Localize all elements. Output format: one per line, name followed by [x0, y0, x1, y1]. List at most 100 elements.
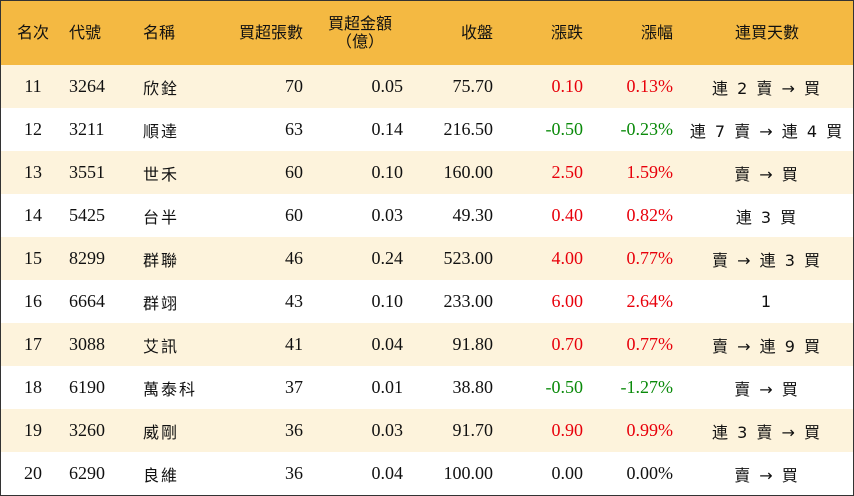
header-change: 漲跌 [550, 23, 583, 42]
cell-close: 233.00 [443, 291, 494, 311]
cell-name: 順達 [143, 121, 180, 141]
cell-net-buy-lots: 36 [285, 420, 303, 440]
cell-name: 良維 [143, 465, 180, 485]
cell-code: 8299 [69, 248, 105, 268]
header-net-buy-amount: 買超金額 （億） [317, 1, 403, 65]
cell-rank: 11 [24, 76, 42, 96]
cell-net-buy-amount: 0.24 [371, 248, 404, 268]
cell-change: 0.90 [551, 420, 584, 440]
cell-change-pct: -0.23% [620, 119, 674, 139]
cell-close: 91.70 [452, 420, 494, 440]
cell-name: 威剛 [143, 422, 180, 442]
cell-consecutive-buy-days: 賣 → 買 [734, 379, 800, 399]
table-row: 20 6290 良維 36 0.04 100.00 0.00 0.00% 賣 → 買 [1, 452, 853, 495]
cell-change: 4.00 [551, 248, 584, 268]
cell-consecutive-buy-days: 1 [760, 292, 774, 311]
cell-net-buy-lots: 46 [285, 248, 303, 268]
cell-code: 3551 [69, 162, 105, 182]
cell-name: 台半 [143, 207, 180, 227]
cell-net-buy-amount: 0.14 [371, 119, 404, 139]
cell-rank: 14 [24, 205, 42, 225]
header-close: 收盤 [460, 23, 493, 42]
cell-code: 5425 [69, 205, 105, 225]
table-row: 13 3551 世禾 60 0.10 160.00 2.50 1.59% 賣 → 買 [1, 151, 853, 194]
cell-net-buy-amount: 0.01 [371, 377, 404, 397]
table-row: 11 3264 欣銓 70 0.05 75.70 0.10 0.13% 連 2 賣 → 買 [1, 65, 853, 108]
cell-change-pct: 0.82% [626, 205, 674, 225]
cell-consecutive-buy-days: 賣 → 買 [734, 465, 800, 485]
cell-change-pct: 1.59% [626, 162, 674, 182]
cell-close: 100.00 [443, 463, 494, 483]
cell-change: 6.00 [551, 291, 584, 311]
cell-close: 91.80 [452, 334, 494, 354]
cell-code: 6664 [69, 291, 105, 311]
cell-rank: 16 [24, 291, 42, 311]
cell-code: 3260 [69, 420, 105, 440]
table-row: 17 3088 艾訊 41 0.04 91.80 0.70 0.77% 賣 → 連 9 買 [1, 323, 853, 366]
cell-rank: 12 [24, 119, 42, 139]
cell-change: 0.00 [551, 463, 584, 483]
cell-consecutive-buy-days: 連 2 賣 → 買 [712, 78, 822, 98]
cell-change: 0.40 [551, 205, 584, 225]
cell-close: 216.50 [443, 119, 494, 139]
cell-change-pct: 0.77% [626, 334, 674, 354]
cell-net-buy-lots: 41 [285, 334, 303, 354]
cell-net-buy-lots: 36 [285, 463, 303, 483]
cell-name: 群翊 [143, 293, 180, 313]
cell-rank: 13 [24, 162, 42, 182]
cell-net-buy-lots: 70 [285, 76, 303, 96]
cell-name: 群聯 [143, 250, 180, 270]
cell-rank: 20 [24, 463, 42, 483]
cell-name: 艾訊 [143, 336, 180, 356]
cell-change: -0.50 [545, 377, 584, 397]
cell-net-buy-amount: 0.10 [371, 162, 404, 182]
cell-rank: 19 [24, 420, 42, 440]
cell-code: 3088 [69, 334, 105, 354]
cell-close: 523.00 [443, 248, 494, 268]
cell-close: 75.70 [452, 76, 494, 96]
cell-close: 49.30 [452, 205, 494, 225]
cell-code: 6190 [69, 377, 105, 397]
cell-change-pct: -1.27% [620, 377, 674, 397]
cell-consecutive-buy-days: 連 7 賣 → 連 4 買 [689, 121, 845, 141]
cell-code: 3211 [69, 119, 105, 139]
cell-change: 0.70 [551, 334, 584, 354]
header-name: 名稱 [143, 23, 176, 42]
cell-net-buy-amount: 0.03 [371, 420, 404, 440]
cell-change-pct: 0.77% [626, 248, 674, 268]
cell-code: 6290 [69, 463, 105, 483]
cell-consecutive-buy-days: 連 3 買 [735, 207, 799, 227]
cell-change: 2.50 [551, 162, 584, 182]
table-header-row: 名次 代號 名稱 買超張數 買超金額 （億） 收盤 漲跌 漲幅 連買天數 [1, 1, 853, 65]
cell-net-buy-lots: 63 [285, 119, 303, 139]
header-net-buy-lots: 買超張數 [238, 23, 303, 42]
cell-name: 世禾 [143, 164, 180, 184]
cell-net-buy-lots: 60 [285, 162, 303, 182]
cell-close: 160.00 [443, 162, 494, 182]
cell-change-pct: 0.99% [626, 420, 674, 440]
cell-code: 3264 [69, 76, 105, 96]
cell-net-buy-amount: 0.04 [371, 463, 404, 483]
cell-name: 萬泰科 [143, 379, 198, 399]
table-row: 18 6190 萬泰科 37 0.01 38.80 -0.50 -1.27% 賣 → 買 [1, 366, 853, 409]
cell-net-buy-lots: 37 [285, 377, 303, 397]
table-row: 15 8299 群聯 46 0.24 523.00 4.00 0.77% 賣 → 連 3 買 [1, 237, 853, 280]
header-consecutive-buy-days: 連買天數 [734, 23, 799, 42]
cell-net-buy-amount: 0.04 [371, 334, 404, 354]
table-row: 19 3260 威剛 36 0.03 91.70 0.90 0.99% 連 3 賣 → 買 [1, 409, 853, 452]
header-change-pct: 漲幅 [640, 23, 673, 42]
cell-name: 欣銓 [143, 78, 180, 98]
cell-close: 38.80 [452, 377, 494, 397]
cell-rank: 15 [24, 248, 42, 268]
table-row: 14 5425 台半 60 0.03 49.30 0.40 0.82% 連 3 買 [1, 194, 853, 237]
header-code: 代號 [69, 23, 102, 42]
cell-consecutive-buy-days: 連 3 賣 → 買 [712, 422, 822, 442]
header-net-buy-amount-line2: （億） [335, 32, 384, 51]
cell-net-buy-lots: 43 [285, 291, 303, 311]
cell-consecutive-buy-days: 賣 → 連 9 買 [712, 336, 822, 356]
header-rank: 名次 [16, 23, 49, 42]
cell-net-buy-amount: 0.10 [371, 291, 404, 311]
cell-change-pct: 0.00% [626, 463, 674, 483]
table-row: 16 6664 群翊 43 0.10 233.00 6.00 2.64% 1 [1, 280, 853, 323]
cell-consecutive-buy-days: 賣 → 連 3 買 [712, 250, 822, 270]
